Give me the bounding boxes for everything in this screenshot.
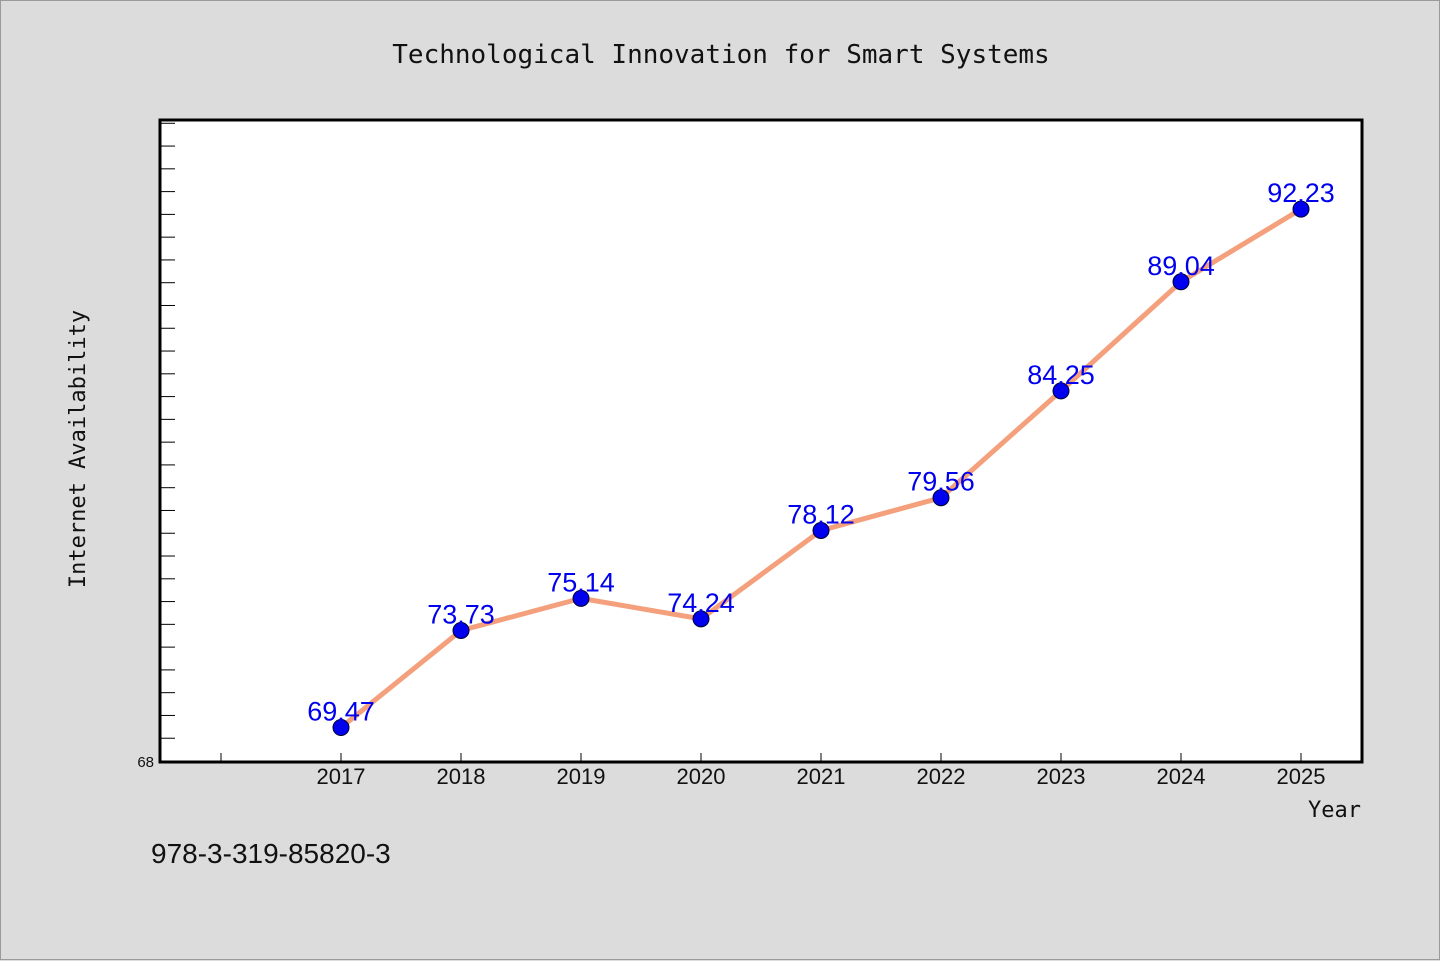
data-point: [1292, 200, 1310, 218]
y-axis-ticks: [161, 122, 175, 739]
x-tick-label: 2025: [1277, 764, 1326, 789]
data-label: 79.56: [907, 467, 975, 497]
data-label: 89.04: [1147, 251, 1215, 281]
data-point: [332, 719, 350, 737]
plot-area: [158, 118, 1364, 764]
data-point: [692, 610, 710, 628]
x-tick-label: 2019: [557, 764, 606, 789]
data-point: [452, 621, 470, 639]
data-label: 92.23: [1267, 178, 1335, 208]
data-point: [1172, 273, 1190, 291]
isbn-text: 978-3-319-85820-3: [151, 838, 391, 869]
x-tick-label: 2023: [1037, 764, 1086, 789]
data-point: [572, 589, 590, 607]
data-label: 73.73: [427, 599, 495, 629]
data-label: 75.14: [547, 567, 615, 597]
x-axis-ticks: 2017 2018 2019 2020 2021 2022 2023 2024 2025: [220, 753, 1326, 789]
data-point: [1052, 382, 1070, 400]
x-tick-label: 2020: [677, 764, 726, 789]
x-tick-label: 2018: [437, 764, 486, 789]
data-label: 74.24: [667, 588, 735, 618]
x-tick-label: 2017: [317, 764, 366, 789]
data-label: 84.25: [1027, 360, 1095, 390]
x-axis-label: Year: [1308, 798, 1361, 823]
data-point: [812, 522, 830, 540]
data-point: [932, 489, 950, 507]
y-axis-label: Internet Availability: [66, 310, 91, 588]
chart-title: Technological Innovation for Smart Syste…: [392, 40, 1049, 70]
data-label: 78.12: [787, 500, 855, 530]
x-tick-label: 2021: [797, 764, 846, 789]
x-tick-label: 2022: [917, 764, 966, 789]
data-series: 69.47 73.73 75.14 74.24 78.12 79.56 84.25 89.04…: [307, 178, 1335, 737]
x-tick-label: 2024: [1157, 764, 1206, 789]
data-label: 69.47: [307, 697, 375, 727]
y-tick-label: 68: [137, 754, 154, 771]
